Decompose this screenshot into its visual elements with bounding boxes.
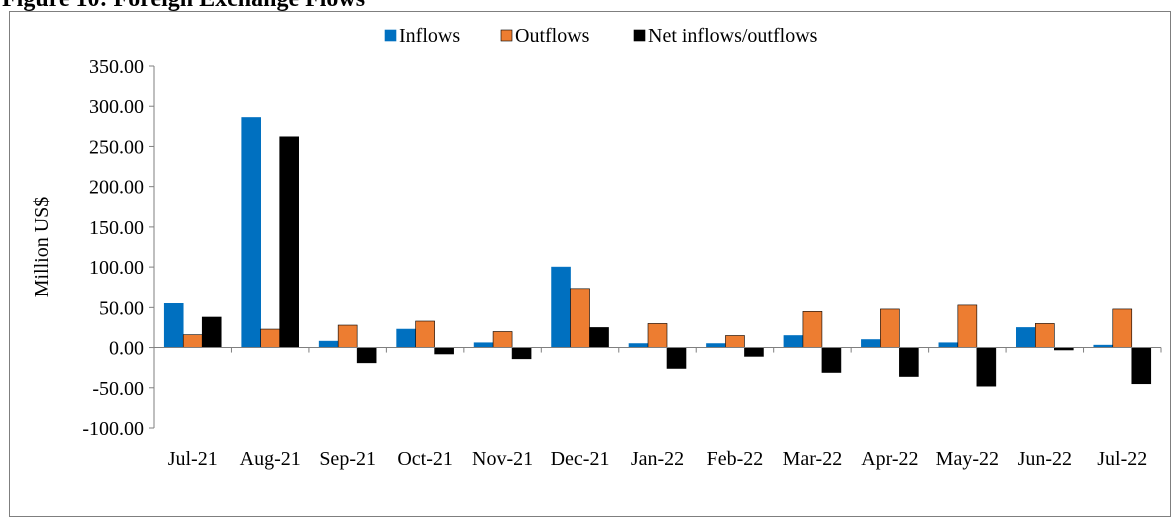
y-tick-label: 100.00 xyxy=(89,257,144,279)
bar-net-inflows-outflows-apr-22 xyxy=(899,347,919,377)
bar-inflows-may-22 xyxy=(938,342,959,348)
bar-outflows-sep-21 xyxy=(337,324,358,348)
x-tick-label: Jul-22 xyxy=(1097,448,1147,470)
x-tick-label: Nov-21 xyxy=(472,448,533,470)
bar-outflows-feb-22 xyxy=(725,335,745,348)
legend-swatch xyxy=(384,29,397,42)
y-tick-label: 0.00 xyxy=(109,338,144,360)
legend-swatch xyxy=(500,29,513,42)
bar-inflows-jun-22 xyxy=(1016,327,1036,348)
y-tick-label: 300.00 xyxy=(89,96,144,118)
y-tick-label: 250.00 xyxy=(89,136,144,158)
bar-inflows-oct-21 xyxy=(396,328,416,348)
bar-outflows-oct-21 xyxy=(415,320,435,348)
bar-outflows-aug-21 xyxy=(260,328,280,348)
bar-inflows-dec-21 xyxy=(551,266,571,348)
bar-inflows-aug-21 xyxy=(241,117,261,348)
x-tick-label: Dec-21 xyxy=(551,448,610,470)
x-tick-label: Apr-22 xyxy=(861,448,918,470)
bar-net-inflows-outflows-feb-22 xyxy=(744,347,764,357)
y-tick-label: -50.00 xyxy=(92,378,144,400)
bar-inflows-mar-22 xyxy=(783,335,804,348)
bar-inflows-jul-21 xyxy=(163,303,184,348)
bar-outflows-mar-22 xyxy=(802,311,823,348)
axes xyxy=(149,65,1162,429)
legend-label: Outflows xyxy=(515,25,590,47)
bar-inflows-nov-21 xyxy=(473,342,494,348)
bar-net-inflows-outflows-jul-21 xyxy=(201,316,222,348)
figure-title: Figure 10: Foreign Exchange Flows xyxy=(2,0,365,13)
legend-swatch xyxy=(633,29,646,42)
x-tick-label: Jun-22 xyxy=(1018,448,1072,470)
y-tick-label: 200.00 xyxy=(89,177,144,199)
bar-net-inflows-outflows-nov-21 xyxy=(511,347,532,360)
bar-inflows-feb-22 xyxy=(706,343,726,348)
x-tick-label: May-22 xyxy=(936,448,999,470)
bar-net-inflows-outflows-dec-21 xyxy=(589,327,609,348)
bar-net-inflows-outflows-sep-21 xyxy=(356,347,377,364)
x-tick-label: Jan-22 xyxy=(631,448,684,470)
legend-label: Inflows xyxy=(399,25,460,47)
bar-net-inflows-outflows-aug-21 xyxy=(279,136,299,348)
bar-net-inflows-outflows-jan-22 xyxy=(666,347,687,369)
bars xyxy=(163,117,1152,387)
y-axis-title: Million US$ xyxy=(31,197,53,298)
bar-outflows-dec-21 xyxy=(570,288,590,348)
bar-net-inflows-outflows-oct-21 xyxy=(434,347,454,355)
bar-outflows-jul-21 xyxy=(182,334,203,348)
bar-net-inflows-outflows-jul-22 xyxy=(1131,347,1152,385)
y-tick-label: 50.00 xyxy=(99,297,144,319)
y-tick-label: 350.00 xyxy=(89,56,144,78)
bar-outflows-jun-22 xyxy=(1035,323,1055,348)
bar-outflows-jul-22 xyxy=(1112,308,1133,348)
bar-net-inflows-outflows-may-22 xyxy=(976,347,997,387)
x-tick-label: Mar-22 xyxy=(783,448,843,470)
x-tick-label: Sep-21 xyxy=(319,448,376,470)
x-tick-label: Feb-22 xyxy=(707,448,764,470)
bar-outflows-nov-21 xyxy=(492,331,513,348)
x-tick-label: Oct-21 xyxy=(397,448,453,470)
bar-net-inflows-outflows-mar-22 xyxy=(821,347,842,373)
x-axis-labels: Jul-21 Aug-21 Sep-21 Oct-21 Nov-21 Dec-21 Jan-… xyxy=(168,448,1148,470)
y-tick-label: 150.00 xyxy=(89,217,144,239)
bar-outflows-apr-22 xyxy=(880,308,900,348)
y-tick-label: -100.00 xyxy=(82,418,144,440)
bar-inflows-sep-21 xyxy=(318,340,339,348)
bar-inflows-apr-22 xyxy=(861,339,881,348)
x-tick-label: Aug-21 xyxy=(240,448,301,470)
bar-inflows-jan-22 xyxy=(628,343,649,348)
x-tick-label: Jul-21 xyxy=(168,448,218,470)
legend-label: Net inflows/outflows xyxy=(648,25,818,47)
bar-outflows-may-22 xyxy=(957,304,978,348)
y-axis-ticks: 350.00 300.00 250.00 200.00 150.00 100.00 50.0… xyxy=(82,56,144,440)
legend: Inflows Outflows Net inflows/outflows xyxy=(384,25,818,47)
bar-outflows-jan-22 xyxy=(647,323,668,348)
chart-frame xyxy=(9,11,1171,517)
